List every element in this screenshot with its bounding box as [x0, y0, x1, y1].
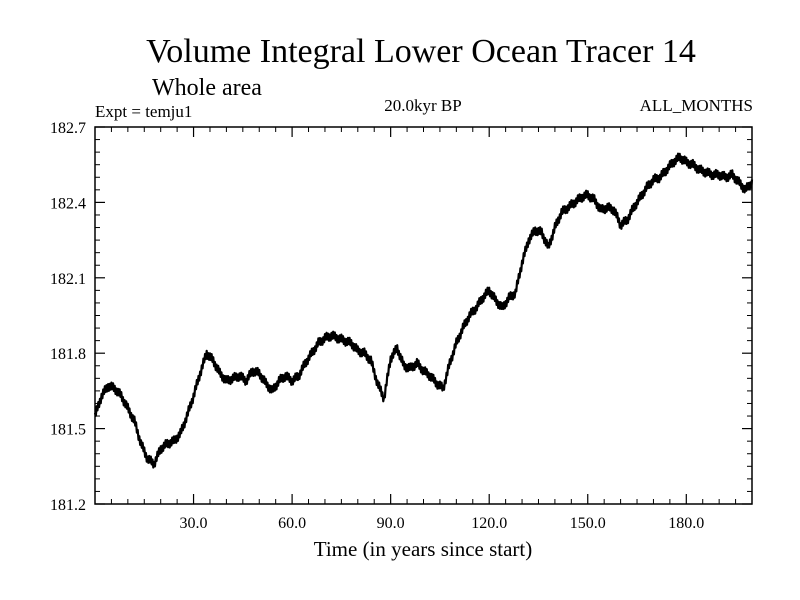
- x-axis-label: Time (in years since start): [314, 537, 533, 561]
- x-tick-label: 30.0: [180, 515, 208, 532]
- y-axis-ticks: 181.2 181.5 181.8 182.1 182.4 182.7: [50, 120, 752, 514]
- y-tick-label: 181.2: [50, 497, 86, 514]
- x-tick-label: 90.0: [377, 515, 405, 532]
- experiment-label: Expt = temju1: [95, 102, 192, 121]
- chart-title: Volume Integral Lower Ocean Tracer 14: [146, 33, 696, 70]
- x-tick-label: 60.0: [278, 515, 306, 532]
- x-tick-label: 150.0: [570, 515, 606, 532]
- months-label: ALL_MONTHS: [640, 96, 753, 115]
- series-line: [93, 152, 754, 469]
- period-label: 20.0kyr BP: [384, 96, 461, 115]
- x-axis-ticks: 30.0 60.0 90.0 120.0 150.0 180.0: [110, 127, 737, 532]
- x-tick-label: 120.0: [471, 515, 507, 532]
- chart-subtitle: Whole area: [152, 75, 262, 101]
- x-tick-label: 180.0: [668, 515, 704, 532]
- y-tick-label: 182.4: [50, 195, 86, 212]
- series-layer: [93, 152, 754, 469]
- y-tick-label: 181.8: [50, 346, 86, 363]
- y-tick-label: 182.7: [50, 120, 86, 137]
- plot-frame: [94, 126, 753, 505]
- y-tick-label: 182.1: [50, 271, 86, 288]
- y-tick-label: 181.5: [50, 422, 86, 439]
